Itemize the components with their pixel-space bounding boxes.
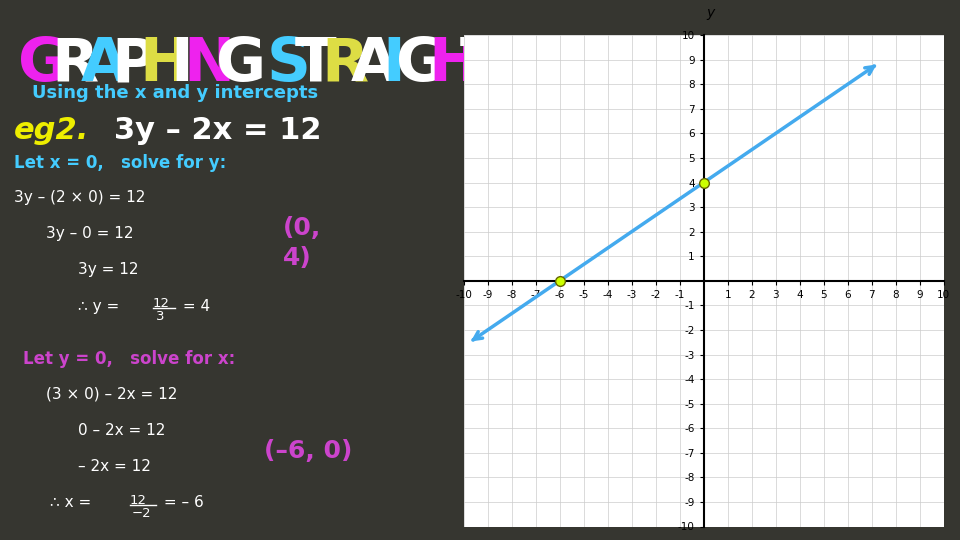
Text: 4): 4) bbox=[282, 246, 311, 269]
Text: A: A bbox=[81, 35, 128, 94]
Text: L: L bbox=[504, 35, 543, 94]
Text: R: R bbox=[322, 35, 369, 94]
Text: S: S bbox=[267, 35, 311, 94]
Text: ∴ y =: ∴ y = bbox=[78, 299, 124, 314]
Text: H: H bbox=[429, 35, 480, 94]
Text: – 2x = 12: – 2x = 12 bbox=[78, 459, 151, 474]
Text: I: I bbox=[531, 35, 554, 94]
Text: 3y – 2x = 12: 3y – 2x = 12 bbox=[114, 116, 322, 145]
Text: 3y – 0 = 12: 3y – 0 = 12 bbox=[46, 226, 133, 241]
Text: 3y – (2 × 0) = 12: 3y – (2 × 0) = 12 bbox=[13, 190, 145, 205]
Text: 3: 3 bbox=[156, 310, 164, 323]
Text: N: N bbox=[544, 35, 595, 94]
Text: = 4: = 4 bbox=[178, 299, 210, 314]
Text: y: y bbox=[707, 6, 715, 21]
Text: G: G bbox=[396, 35, 446, 94]
Text: N: N bbox=[183, 35, 235, 94]
Text: −2: −2 bbox=[132, 507, 151, 520]
Text: 12: 12 bbox=[153, 297, 170, 310]
Text: (3 × 0) – 2x = 12: (3 × 0) – 2x = 12 bbox=[46, 387, 177, 402]
Text: R: R bbox=[51, 35, 98, 94]
Text: eg2.: eg2. bbox=[13, 116, 89, 145]
Text: H: H bbox=[139, 35, 190, 94]
Text: T: T bbox=[460, 35, 501, 94]
Text: I: I bbox=[170, 35, 193, 94]
Text: G: G bbox=[216, 35, 266, 94]
Text: 3y = 12: 3y = 12 bbox=[78, 262, 138, 278]
Text: 12: 12 bbox=[130, 494, 147, 507]
Text: Using the x and y intercepts: Using the x and y intercepts bbox=[32, 84, 318, 102]
Text: Let x = 0,   solve for y:: Let x = 0, solve for y: bbox=[13, 154, 226, 172]
Text: E: E bbox=[576, 35, 618, 94]
Text: 0 – 2x = 12: 0 – 2x = 12 bbox=[78, 423, 165, 438]
Text: G: G bbox=[18, 35, 68, 94]
Text: A: A bbox=[351, 35, 398, 94]
Text: Let y = 0,   solve for x:: Let y = 0, solve for x: bbox=[23, 350, 235, 368]
Text: ∴ x =: ∴ x = bbox=[50, 495, 96, 510]
Text: = – 6: = – 6 bbox=[158, 495, 204, 510]
Text: I: I bbox=[382, 35, 405, 94]
Text: (0,: (0, bbox=[282, 216, 321, 240]
Text: T: T bbox=[295, 35, 337, 94]
Text: P: P bbox=[111, 35, 156, 94]
Text: S: S bbox=[604, 35, 648, 94]
Text: (–6, 0): (–6, 0) bbox=[264, 439, 353, 463]
